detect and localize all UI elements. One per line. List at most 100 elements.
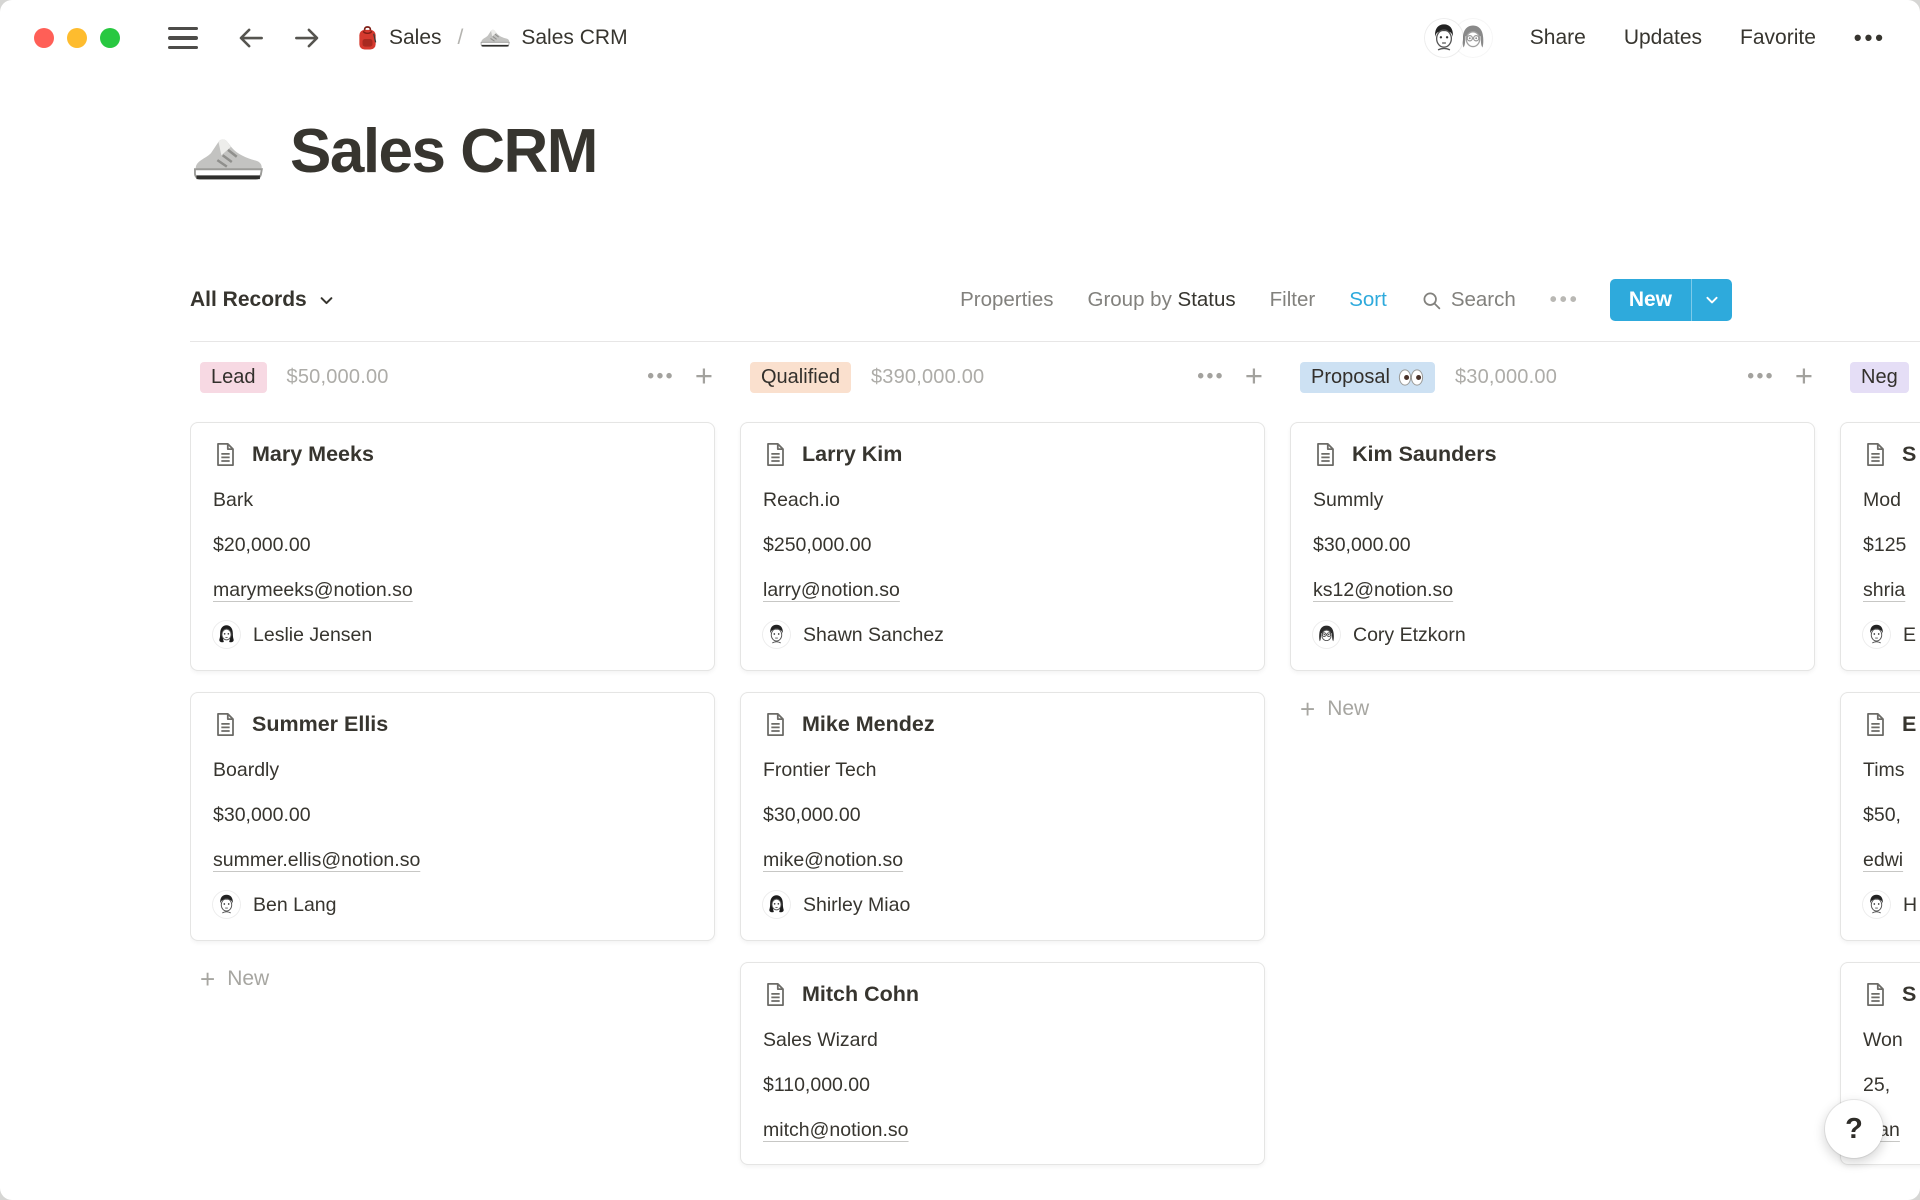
card-owner: Shawn Sanchez	[803, 623, 944, 646]
card-mitch-cohn[interactable]: Mitch Cohn Sales Wizard $110,000.00 mitc…	[740, 962, 1265, 1165]
card-email-link[interactable]: edwi	[1863, 849, 1904, 871]
view-toolbar: All Records Properties Group by Status F…	[190, 276, 1732, 324]
column-proposal: Proposal $30,000.00 ••• + Kim Saunders S…	[1290, 358, 1815, 1200]
add-card-button[interactable]: + New	[190, 962, 715, 996]
new-record-button[interactable]: New	[1609, 279, 1732, 321]
filter-button[interactable]: Filter	[1269, 288, 1316, 311]
status-badge[interactable]: Neg	[1850, 361, 1909, 393]
column-add-icon[interactable]: +	[694, 358, 713, 393]
forward-arrow-icon[interactable]	[292, 23, 322, 53]
sidebar-menu-icon[interactable]	[168, 27, 198, 49]
add-card-label: New	[227, 967, 270, 990]
column-options-icon[interactable]: •••	[1747, 366, 1775, 387]
new-button-dropdown[interactable]	[1691, 279, 1732, 321]
card-email-link[interactable]: larry@notion.so	[763, 579, 900, 601]
properties-button[interactable]: Properties	[960, 288, 1054, 311]
breadcrumb-label: Sales CRM	[521, 26, 628, 49]
card-name: S	[1902, 982, 1917, 1006]
card-company: Frontier Tech	[763, 759, 877, 781]
collaborator-avatars[interactable]	[1424, 19, 1492, 57]
card-name: Summer Ellis	[252, 712, 389, 736]
card-email-link[interactable]: summer.ellis@notion.so	[213, 849, 421, 871]
card-amount: $30,000.00	[763, 804, 861, 826]
group-by-value: Status	[1177, 288, 1236, 311]
back-arrow-icon[interactable]	[236, 23, 266, 53]
card-company: Bark	[213, 489, 254, 511]
view-switcher[interactable]: All Records	[190, 288, 335, 312]
card-larry-kim[interactable]: Larry Kim Reach.io $250,000.00 larry@not…	[740, 422, 1265, 671]
sort-button[interactable]: Sort	[1349, 288, 1387, 311]
card-owner: H	[1903, 893, 1918, 916]
window-topbar: Sales / Sales CRM Share Updates Favorite…	[0, 0, 1920, 76]
card-mike-mendez[interactable]: Mike Mendez Frontier Tech $30,000.00 mik…	[740, 692, 1265, 941]
breadcrumb-item-sales[interactable]: Sales	[356, 26, 442, 51]
kanban-board: Lead $50,000.00 ••• + Mary Meeks Bark $2…	[190, 358, 1920, 1200]
avatar	[1863, 621, 1890, 648]
card-email-link[interactable]: ks12@notion.so	[1313, 579, 1454, 601]
page-icon-sneaker[interactable]	[190, 133, 266, 185]
plus-icon: +	[200, 964, 216, 994]
add-card-button[interactable]: + New	[1290, 692, 1815, 726]
chevron-down-icon	[1704, 292, 1720, 308]
card-email-link[interactable]: mitch@notion.so	[763, 1119, 909, 1141]
card-email-link[interactable]: mike@notion.so	[763, 849, 904, 871]
search-icon	[1421, 290, 1442, 311]
view-more-options-icon[interactable]: •••	[1549, 288, 1580, 311]
column-add-icon[interactable]: +	[1244, 358, 1263, 393]
column-options-icon[interactable]: •••	[647, 366, 675, 387]
card-company: Won	[1863, 1029, 1903, 1051]
document-icon	[1863, 442, 1888, 467]
card-email-link[interactable]: marymeeks@notion.so	[213, 579, 413, 601]
favorite-button[interactable]: Favorite	[1740, 26, 1816, 49]
search-label: Search	[1450, 288, 1516, 311]
card-company: Sales Wizard	[763, 1029, 878, 1051]
status-badge[interactable]: Qualified	[750, 361, 851, 393]
status-badge[interactable]: Lead	[200, 361, 267, 393]
card-summer-ellis[interactable]: Summer Ellis Boardly $30,000.00 summer.e…	[190, 692, 715, 941]
card-name: E	[1902, 712, 1917, 736]
card-amount: $110,000.00	[763, 1074, 870, 1096]
help-button[interactable]: ?	[1825, 1100, 1883, 1158]
card-clipped-2[interactable]: E Tims $50, edwi H	[1840, 692, 1920, 941]
document-icon	[1313, 442, 1338, 467]
close-window-button[interactable]	[34, 28, 54, 48]
column-sum: $390,000.00	[870, 365, 985, 388]
column-options-icon[interactable]: •••	[1197, 366, 1225, 387]
card-owner: Shirley Miao	[803, 893, 911, 916]
add-card-label: New	[1327, 697, 1370, 720]
card-email-link[interactable]: shria	[1863, 579, 1906, 601]
card-company: Boardly	[213, 759, 280, 781]
document-icon	[1863, 982, 1888, 1007]
card-company: Tims	[1863, 759, 1905, 781]
column-add-icon[interactable]: +	[1794, 358, 1813, 393]
column-sum: $50,000.00	[286, 365, 389, 388]
status-badge[interactable]: Proposal	[1300, 361, 1435, 393]
document-icon	[763, 442, 788, 467]
group-by-button[interactable]: Group by Status	[1088, 288, 1236, 312]
card-mary-meeks[interactable]: Mary Meeks Bark $20,000.00 marymeeks@not…	[190, 422, 715, 671]
card-owner: Cory Etzkorn	[1353, 623, 1466, 646]
card-name: Mitch Cohn	[802, 982, 920, 1006]
chevron-down-icon	[318, 292, 335, 309]
document-icon	[213, 712, 238, 737]
search-button[interactable]: Search	[1421, 288, 1516, 312]
breadcrumb: Sales / Sales CRM	[356, 26, 628, 51]
breadcrumb-item-sales-crm[interactable]: Sales CRM	[479, 26, 628, 50]
card-company: Summly	[1313, 489, 1384, 511]
column-sum: $30,000.00	[1454, 365, 1558, 388]
minimize-window-button[interactable]	[67, 28, 87, 48]
toolbar-divider	[190, 341, 1920, 342]
card-name: Mary Meeks	[252, 442, 374, 466]
card-clipped-1[interactable]: S Mod $125 shria E	[1840, 422, 1920, 671]
updates-button[interactable]: Updates	[1623, 26, 1703, 49]
document-icon	[1863, 712, 1888, 737]
avatar	[1313, 621, 1340, 648]
card-kim-saunders[interactable]: Kim Saunders Summly $30,000.00 ks12@noti…	[1290, 422, 1815, 671]
more-options-icon[interactable]: •••	[1853, 25, 1886, 50]
zoom-window-button[interactable]	[100, 28, 120, 48]
avatar	[763, 891, 790, 918]
avatar	[213, 891, 240, 918]
share-button[interactable]: Share	[1529, 26, 1586, 49]
card-owner: Ben Lang	[253, 893, 337, 916]
